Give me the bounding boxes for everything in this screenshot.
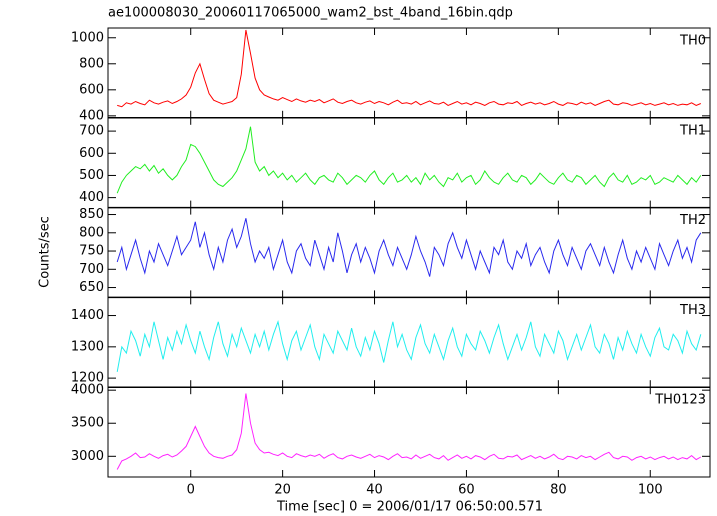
chart-title: ae100008030_20060117065000_wam2_bst_4ban… xyxy=(108,6,513,21)
frame xyxy=(107,27,711,478)
light-curve xyxy=(116,126,702,194)
panel-label: TH0 xyxy=(679,34,706,49)
y-tick-label: 1300 xyxy=(71,339,104,354)
light-curve xyxy=(117,29,701,108)
y-tick-label: 850 xyxy=(79,207,104,222)
y-tick-label: 1400 xyxy=(71,308,104,323)
y-tick-label: 1000 xyxy=(71,30,104,45)
y-tick-label: 400 xyxy=(79,190,104,205)
x-tick-label: 100 xyxy=(638,483,663,498)
light-curve xyxy=(116,319,702,372)
y-tick-label: 3000 xyxy=(71,449,104,464)
x-axis-label: Time [sec] 0 = 2006/01/17 06:50:00.571 xyxy=(276,500,543,515)
y-tick-label: 650 xyxy=(79,280,104,295)
y-tick-label: 600 xyxy=(79,146,104,161)
panel-label: TH3 xyxy=(679,303,706,318)
y-tick-label: 500 xyxy=(79,168,104,183)
y-tick-label: 750 xyxy=(79,244,104,259)
y-tick-label: 4000 xyxy=(71,383,104,398)
y-tick-label: 800 xyxy=(79,225,104,240)
y-tick-label: 600 xyxy=(79,82,104,97)
y-tick-label: 700 xyxy=(79,262,104,277)
y-tick-label: 700 xyxy=(79,124,104,139)
y-axis-label: Counts/sec xyxy=(38,216,53,288)
light-curve xyxy=(116,218,702,277)
x-tick-label: 0 xyxy=(187,483,195,498)
y-tick-label: 3500 xyxy=(71,416,104,431)
x-tick-label: 20 xyxy=(274,483,291,498)
x-tick-label: 60 xyxy=(458,483,475,498)
y-tick-label: 400 xyxy=(79,108,104,123)
panel-label: TH1 xyxy=(679,123,706,138)
y-tick-label: 800 xyxy=(79,56,104,71)
x-tick-label: 40 xyxy=(366,483,383,498)
y-tick-label: 1200 xyxy=(71,371,104,386)
light-curve xyxy=(116,393,702,470)
panel-label: TH0123 xyxy=(654,393,706,408)
x-tick-label: 80 xyxy=(550,483,567,498)
panel-label: TH2 xyxy=(679,213,706,228)
